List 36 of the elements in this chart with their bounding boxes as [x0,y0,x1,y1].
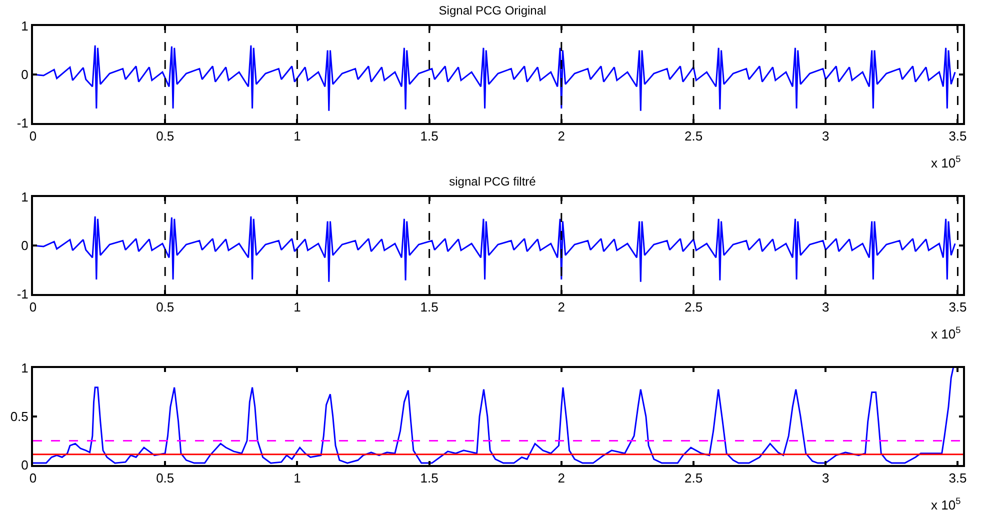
x-tick-label: 3.5 [948,300,967,315]
text: x 10$^{5}$ [931,496,961,512]
line-series [33,368,954,464]
x-tick-label: 1.5 [420,470,438,486]
x-tick-label: 2.5 [684,128,703,144]
x-tick-label: 3.5 [948,128,967,144]
chart-title: signal PCG filtré [449,174,536,188]
y-tick-label: -1 [16,116,28,131]
text: x 10$^{5}$ [931,325,961,342]
x-tick-label: 3.5 [948,470,967,486]
x-tick-label: 1 [294,300,301,315]
y-tick-label: 1 [21,190,28,205]
y-tick-label: 1 [21,18,28,34]
x-tick-label: 3 [822,470,830,486]
x-tick-label: 1.5 [420,300,438,315]
x-tick-label: 2.5 [684,470,703,486]
x-tick-label: 2 [558,470,566,486]
x-tick-label: 0.5 [156,300,174,315]
y-tick-label: 1 [21,360,28,376]
chart-title: Signal PCG Original [438,3,546,18]
x-tick-label: 0.5 [156,470,174,486]
y-tick-label: -1 [16,286,28,302]
x-tick-label: 3 [822,128,830,144]
y-tick-label: 0 [21,238,28,254]
y-tick-label: 0 [21,67,28,82]
x-tick-label: 2.5 [684,300,703,315]
y-tick-label: 0.5 [10,409,28,424]
x-tick-label: 2 [558,300,566,315]
text: x 10$^{5}$ [931,154,961,170]
x-tick-label: 1 [294,128,301,144]
x-tick-label: 1 [294,470,301,486]
y-tick-label: 0 [21,458,28,473]
x-tick-label: 0.5 [156,128,174,144]
x-tick-label: 2 [558,128,566,144]
x-tick-label: 3 [822,300,830,315]
x-tick-label: 1.5 [420,128,438,144]
